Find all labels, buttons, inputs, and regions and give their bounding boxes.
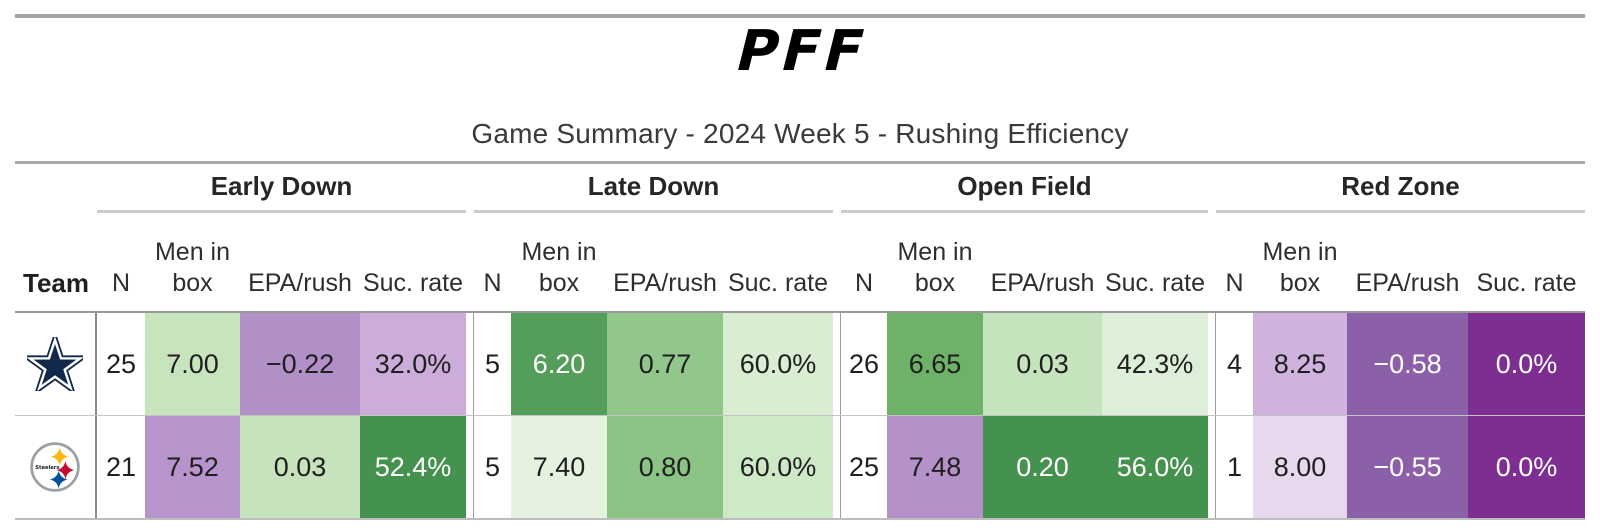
subheader-late-suc-rate: Suc. rate xyxy=(727,268,829,297)
group-header-open-field: Open Field xyxy=(841,164,1208,216)
cowboys-open-epa: 0.03 xyxy=(983,313,1102,415)
group-divider xyxy=(833,313,841,415)
title-divider xyxy=(15,161,1585,164)
subheader-open-epa: EPA/rush xyxy=(990,268,1095,297)
team-column-header: Team xyxy=(23,267,89,298)
steelers-late-epa: 0.80 xyxy=(607,416,723,518)
cowboys-redzone-epa: −0.58 xyxy=(1347,313,1468,415)
steelers-redzone-n: 1 xyxy=(1226,451,1243,482)
group-divider xyxy=(1208,313,1216,415)
subheader-late-n: N xyxy=(483,268,502,297)
steelers-early-men-in-box: 7.52 xyxy=(145,416,240,518)
cowboys-open-men-in-box: 6.65 xyxy=(887,313,983,415)
top-divider xyxy=(15,14,1585,18)
group-divider xyxy=(833,416,841,518)
steelers-open-n: 25 xyxy=(848,451,880,482)
header-spacer xyxy=(833,216,841,311)
cowboys-redzone-n: 4 xyxy=(1226,348,1243,379)
stats-table: Early Down Late Down Open Field Red Zone… xyxy=(15,161,1585,520)
steelers-early-n: 21 xyxy=(105,451,137,482)
steelers-redzone-suc-rate: 0.0% xyxy=(1468,416,1585,518)
group-header-red-zone: Red Zone xyxy=(1216,164,1585,216)
cowboys-late-men-in-box: 6.20 xyxy=(511,313,607,415)
steelers-team-logo: Steelers xyxy=(15,416,97,518)
subheader-early-men-in-box: Men in box xyxy=(154,237,231,297)
subheader-redzone-epa: EPA/rush xyxy=(1355,268,1460,297)
steelers-late-suc-rate: 60.0% xyxy=(723,416,833,518)
cowboys-early-epa: −0.22 xyxy=(240,313,360,415)
cowboys-redzone-suc-rate: 0.0% xyxy=(1468,313,1585,415)
cowboys-open-suc-rate: 42.3% xyxy=(1102,313,1208,415)
subheader-open-men-in-box: Men in box xyxy=(897,237,973,297)
steelers-open-epa: 0.20 xyxy=(983,416,1102,518)
steelers-open-suc-rate: 56.0% xyxy=(1102,416,1208,518)
cowboys-redzone-men-in-box: 8.25 xyxy=(1253,313,1347,415)
header-spacer xyxy=(466,216,474,311)
cowboys-late-suc-rate: 60.0% xyxy=(723,313,833,415)
group-header-late-down: Late Down xyxy=(474,164,833,216)
subheader-redzone-n: N xyxy=(1225,268,1244,297)
steelers-early-suc-rate: 52.4% xyxy=(360,416,466,518)
cowboys-early-men-in-box: 7.00 xyxy=(145,313,240,415)
subheader-early-n: N xyxy=(111,268,131,297)
subheader-late-epa: EPA/rush xyxy=(613,268,717,297)
cowboys-late-n: 5 xyxy=(484,348,501,379)
table-row-cowboys: 25 7.00 −0.22 32.0% 5 6.20 0.77 60.0% 26… xyxy=(15,313,1585,416)
page-title: Game Summary - 2024 Week 5 - Rushing Eff… xyxy=(471,118,1129,149)
subheader-open-suc-rate: Suc. rate xyxy=(1104,268,1206,297)
steelers-logo-icon: Steelers xyxy=(30,442,80,492)
table-row-steelers: Steelers 21 7.52 0.03 52.4% 5 7.40 0.80 … xyxy=(15,416,1585,520)
cowboys-open-n: 26 xyxy=(848,348,880,379)
steelers-late-n: 5 xyxy=(484,451,501,482)
cowboys-early-suc-rate: 32.0% xyxy=(360,313,466,415)
pff-logo: PFF xyxy=(0,26,1600,78)
column-header-row: Team N Men in box EPA/rush Suc. rate N M… xyxy=(15,216,1585,313)
steelers-redzone-men-in-box: 8.00 xyxy=(1253,416,1347,518)
steelers-early-epa: 0.03 xyxy=(240,416,360,518)
group-divider xyxy=(1208,416,1216,518)
subheader-redzone-suc-rate: Suc. rate xyxy=(1476,268,1577,297)
group-header-early-down: Early Down xyxy=(97,164,466,216)
cowboys-star-icon xyxy=(27,337,83,391)
cowboys-early-n: 25 xyxy=(105,348,137,379)
group-divider xyxy=(466,416,474,518)
pff-logo-icon: PFF xyxy=(730,26,876,78)
subheader-redzone-men-in-box: Men in box xyxy=(1262,237,1338,297)
subheader-late-men-in-box: Men in box xyxy=(521,237,597,297)
group-divider xyxy=(466,313,474,415)
group-header-row: Early Down Late Down Open Field Red Zone xyxy=(15,164,1585,216)
subheader-early-suc-rate: Suc. rate xyxy=(362,268,464,297)
cowboys-late-epa: 0.77 xyxy=(607,313,723,415)
subheader-open-n: N xyxy=(854,268,874,297)
steelers-redzone-epa: −0.55 xyxy=(1347,416,1468,518)
subheader-early-epa: EPA/rush xyxy=(248,268,352,297)
cowboys-team-logo xyxy=(15,313,97,415)
steelers-wordmark: Steelers xyxy=(35,465,59,471)
steelers-open-men-in-box: 7.48 xyxy=(887,416,983,518)
pff-logo-text: PFF xyxy=(730,26,876,78)
steelers-late-men-in-box: 7.40 xyxy=(511,416,607,518)
header-spacer xyxy=(1208,216,1216,311)
